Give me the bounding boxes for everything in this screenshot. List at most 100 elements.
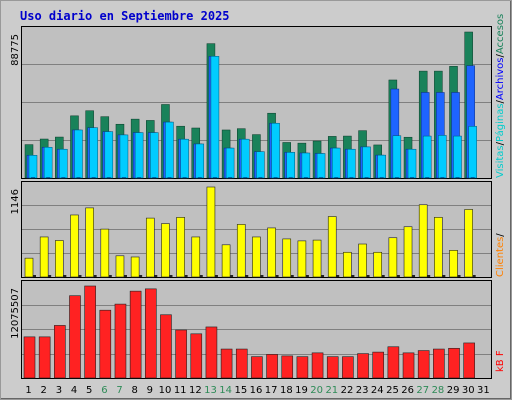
legend-side-bottom-text: kB F [495,350,506,372]
bar-kbf-day-27 [417,350,430,379]
bar-base-clientes-day-14 [230,275,234,277]
bar-base-clientes-day-10 [169,275,173,277]
bar-kbf-day-10 [160,314,172,379]
x-tick-day-2: 2 [41,385,47,396]
bar-paginas-day-27 [422,135,432,179]
x-tick-day-30: 30 [462,385,475,396]
x-tick-day-13: 13 [204,385,217,396]
bar-kbf-day-26 [402,352,415,379]
x-tick-day-9: 9 [147,385,153,396]
bar-paginas-day-25 [392,135,402,179]
bar-paginas-day-1 [28,155,38,179]
bar-base-clientes-day-25 [396,275,400,277]
bar-kbf-day-9 [144,288,157,379]
panel-accesos [21,26,492,179]
bar-base-clientes-day-17 [275,275,279,277]
bar-visitas-day-13 [212,177,217,178]
x-tick-day-14: 14 [219,385,232,396]
x-tick-day-21: 21 [325,385,338,396]
bar-clientes-day-10 [161,223,170,278]
bar-kbf-day-29 [448,347,460,379]
bar-clientes-day-21 [327,216,337,278]
x-axis-day-labels: 1 2 3 4 5 6 7 8 9 10 11 12 13 14 15 16 17 18 19 20 21 22 23 24 2… [25,385,489,396]
legend-side-bottom-item-0: kB F [495,350,506,372]
bar-base-clientes-day-2 [48,275,52,277]
x-tick-day-29: 29 [447,385,460,396]
bar-kbf-day-28 [433,348,445,379]
x-tick-day-3: 3 [56,385,62,396]
bar-kbf-day-7 [114,303,127,379]
ymax-label-accesos: 88775 [10,34,21,66]
bar-base-clientes-day-3 [63,275,67,277]
x-tick-day-25: 25 [386,385,399,396]
bar-base-clientes-day-7 [123,275,127,277]
bar-clientes-day-26 [403,226,413,278]
bar-visitas-day-20 [319,177,324,178]
bar-visitas-day-14 [228,177,233,178]
x-tick-day-15: 15 [234,385,247,396]
x-tick-day-23: 23 [356,385,369,396]
bar-kbf-day-2 [38,336,51,379]
bar-base-clientes-day-27 [427,275,431,277]
bar-clientes-day-7 [115,255,125,278]
bar-kbf-day-8 [129,290,142,379]
bar-kbf-day-23 [357,353,369,379]
x-tick-day-5: 5 [86,385,92,396]
bar-paginas-day-15 [241,138,250,179]
bar-kbf-day-25 [387,346,400,379]
bar-paginas-day-3 [59,148,68,179]
bar-paginas-day-19 [301,152,311,179]
bar-visitas-day-12 [197,177,202,178]
bar-visitas-day-6 [106,177,111,178]
x-tick-day-22: 22 [341,385,354,396]
legend-side-middle-item-1: / [495,233,506,237]
bar-clientes-day-6 [100,228,110,278]
x-tick-day-11: 11 [174,385,187,396]
bar-kbf-day-17 [266,354,278,379]
bar-base-clientes-day-18 [290,275,294,277]
bar-base-clientes-day-6 [108,275,112,277]
bar-clientes-day-9 [145,217,155,278]
bar-kbf-day-5 [84,285,96,379]
legend-side-top-item-3: / [495,99,506,103]
bar-paginas-day-26 [407,148,417,179]
bar-base-clientes-day-22 [351,275,355,277]
bar-clientes-day-27 [418,204,428,278]
bar-visitas-day-8 [137,177,142,178]
bar-clientes-day-29 [449,249,458,278]
bar-clientes-day-15 [236,224,246,278]
x-tick-day-28: 28 [432,385,445,396]
bar-kbf-day-21 [326,356,339,379]
legend-side-top-text: Visitas/Páginas/Archivos/Accesos [494,14,506,178]
bar-base-clientes-day-11 [184,275,188,277]
bar-paginas-day-6 [104,131,114,179]
bar-visitas-day-2 [46,177,51,178]
bar-visitas-day-28 [440,177,445,178]
x-tick-day-27: 27 [416,385,429,396]
x-tick-day-19: 19 [295,385,308,396]
bar-visitas-day-18 [288,177,293,178]
x-tick-day-4: 4 [71,385,77,396]
bar-base-clientes-day-1 [33,275,36,277]
bar-visitas-day-5 [91,177,96,178]
bar-paginas-day-5 [89,127,98,179]
bar-visitas-day-19 [303,177,308,178]
bar-kbf-day-1 [23,336,36,379]
bar-paginas-day-21 [331,147,341,179]
x-tick-day-20: 20 [310,385,323,396]
bar-clientes-day-11 [176,217,185,278]
bar-base-clientes-day-12 [199,275,203,277]
bar-visitas-day-29 [455,177,460,178]
bar-base-clientes-day-4 [78,275,82,277]
bar-base-clientes-day-5 [93,275,97,277]
x-tick-day-8: 8 [132,385,138,396]
bar-clientes-day-12 [191,236,201,278]
bar-paginas-day-20 [316,153,326,179]
bar-clientes-day-5 [85,207,94,278]
legend-side-bottom: kB F [495,350,506,372]
bar-kbf-day-19 [296,356,309,379]
x-tick-day-24: 24 [371,385,384,396]
bar-visitas-day-15 [243,177,248,178]
bar-kbf-day-24 [372,351,385,379]
